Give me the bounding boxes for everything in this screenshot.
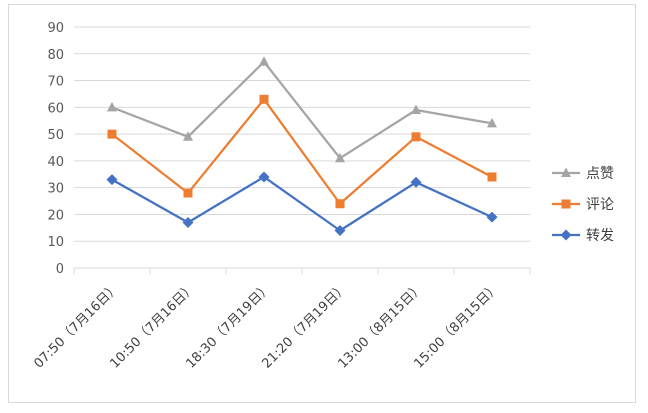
y-tick-label: 80 (47, 48, 64, 63)
series-line (111, 98, 493, 205)
data-point (486, 211, 498, 223)
data-point (182, 216, 194, 228)
data-point (334, 225, 346, 237)
legend-item: 转发 (552, 228, 614, 244)
y-tick-label: 60 (47, 101, 64, 116)
data-point (487, 172, 497, 182)
series-line (111, 60, 493, 160)
data-point (258, 171, 270, 183)
data-point (335, 152, 345, 163)
series-line (111, 175, 493, 232)
data-point (107, 129, 117, 139)
data-point (106, 174, 118, 186)
x-tick-label: 13:00（8月15日） (335, 280, 426, 371)
legend-label: 点赞 (586, 166, 614, 182)
data-point (335, 199, 345, 209)
gridlines (74, 26, 530, 269)
data-point (259, 94, 269, 104)
y-tick-label: 0 (56, 262, 64, 277)
data-point (411, 132, 421, 142)
legend-item: 评论 (552, 197, 614, 213)
x-tick-label: 21:20（7月19日） (259, 280, 350, 371)
series-转发 (106, 171, 498, 237)
series-点赞 (107, 56, 497, 163)
legend-marker (561, 199, 571, 209)
data-point (410, 176, 422, 188)
data-point (411, 104, 421, 115)
chart-area (8, 4, 636, 403)
y-tick-label: 90 (47, 21, 64, 36)
x-tick-label: 07:50（7月16日） (31, 280, 122, 371)
data-point (183, 188, 193, 198)
data-point (259, 56, 269, 66)
y-tick-label: 20 (47, 208, 64, 223)
data-point (183, 131, 193, 141)
legend-label: 评论 (586, 197, 614, 213)
legend-marker (561, 167, 571, 177)
y-tick-label: 40 (47, 155, 64, 170)
legend-marker (560, 229, 572, 241)
y-tick-label: 30 (47, 182, 64, 197)
data-point (107, 101, 117, 112)
legend-label: 转发 (586, 228, 614, 244)
series-评论 (107, 94, 497, 209)
y-tick-label: 70 (47, 75, 64, 90)
data-point (487, 117, 497, 128)
x-tick-label: 10:50（7月16日） (107, 280, 198, 371)
x-tick-label: 18:30（7月19日） (183, 280, 274, 371)
y-tick-label: 10 (47, 235, 64, 250)
y-tick-label: 50 (47, 128, 64, 143)
x-tick-label: 15:00（8月15日） (411, 280, 502, 371)
legend-item: 点赞 (552, 166, 614, 182)
